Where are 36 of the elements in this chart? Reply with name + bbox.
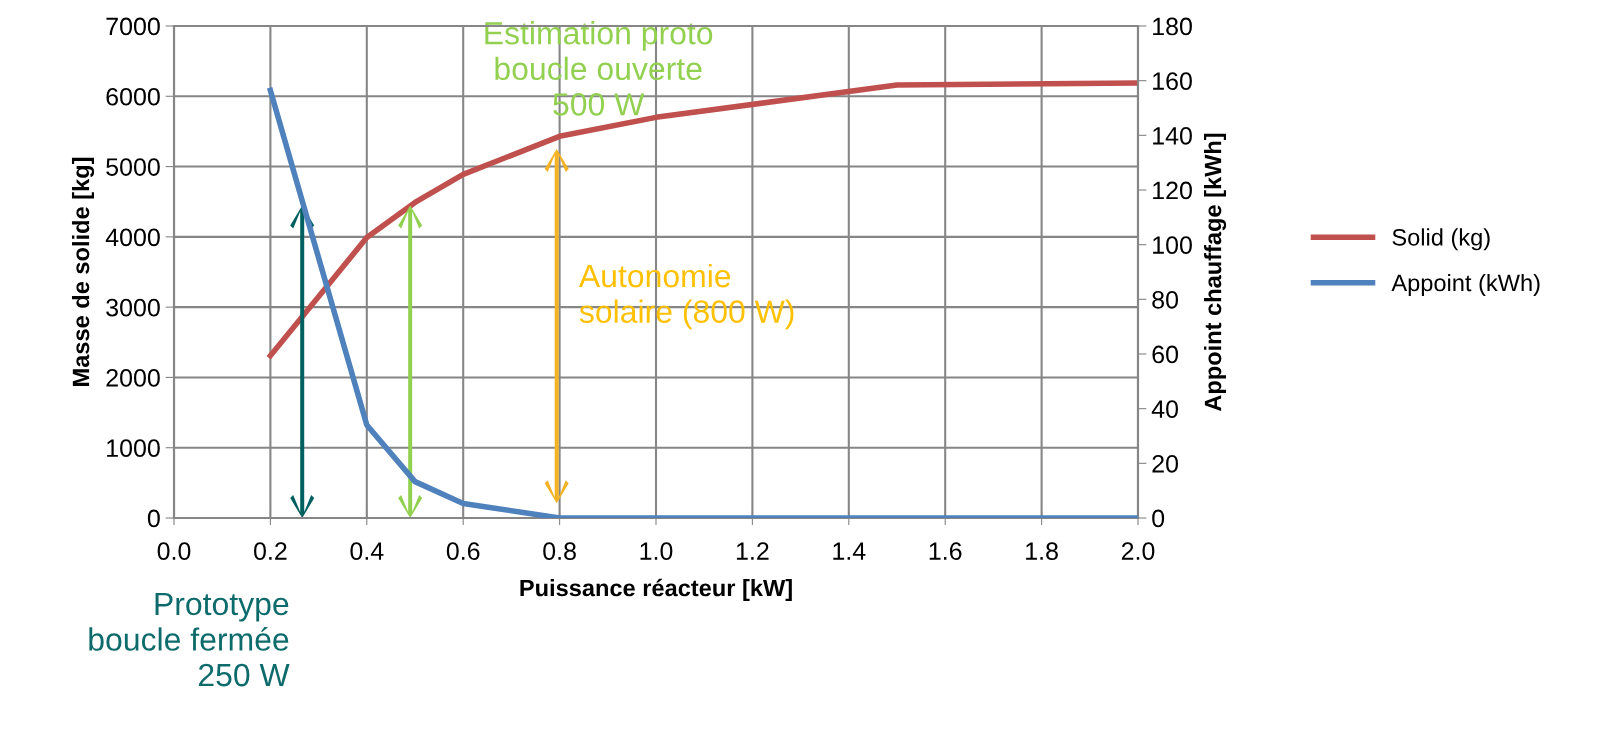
x-tick-label: 1.8 <box>1026 542 1058 560</box>
y2-axis-title: Appoint chauffage [kWh] <box>1204 133 1227 412</box>
x-tick-label: 1.4 <box>833 542 866 560</box>
y-tick-label: 1000 <box>107 439 160 458</box>
legend-label: Solid (kg) <box>1392 228 1490 251</box>
y2-tick-label: 140 <box>1153 126 1192 145</box>
x-tick-label: 0.0 <box>157 542 191 560</box>
x-tick-label: 0.8 <box>543 542 576 560</box>
y2-tick-label: 80 <box>1152 290 1179 309</box>
x-tick-label: 1.2 <box>736 542 769 560</box>
y-tick-label: 6000 <box>106 87 160 106</box>
y2-tick-label: 180 <box>1153 17 1192 36</box>
y2-tick-label: 20 <box>1152 454 1179 473</box>
x-tick-label: 2.0 <box>1121 542 1155 560</box>
x-axis-title: Puissance réacteur [kW] <box>520 578 792 602</box>
y-tick-label: 7000 <box>106 17 160 36</box>
legend-label: Appoint (kWh) <box>1391 273 1540 296</box>
y2-tick-label: 160 <box>1153 72 1192 90</box>
x-tick-label: 1.6 <box>929 542 962 560</box>
text: Prototype boucle fermée 250 W <box>89 592 290 687</box>
y-tick-label: 2000 <box>106 369 160 387</box>
y-tick-label: 4000 <box>105 228 160 247</box>
x-tick-label: 0.6 <box>446 542 480 560</box>
y2-tick-label: 120 <box>1153 181 1192 200</box>
y2-tick-label: 100 <box>1153 236 1192 254</box>
x-tick-label: 1.0 <box>640 542 673 560</box>
y2-tick-label: 60 <box>1152 345 1179 364</box>
y-tick-label: 5000 <box>106 158 160 176</box>
y2-tick-label: 40 <box>1151 400 1179 418</box>
y2-tick-label: 0 <box>1152 509 1165 528</box>
y-tick-label: 0 <box>147 509 160 528</box>
y-tick-label: 3000 <box>106 298 160 317</box>
y-axis-title: Masse de solide [kg] <box>71 157 95 386</box>
x-tick-label: 0.4 <box>350 542 384 560</box>
x-tick-label: 0.2 <box>254 542 287 560</box>
annotation: Autonomie solaire (800 W) <box>578 263 794 330</box>
